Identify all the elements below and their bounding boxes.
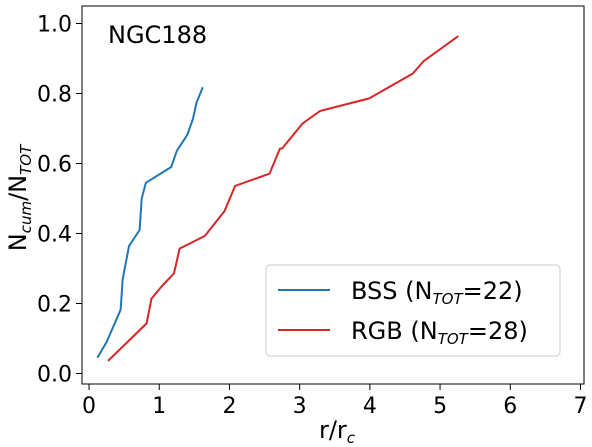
y-axis-label-mid: /N <box>4 175 32 201</box>
x-tick-label: 6 <box>503 394 517 419</box>
y-axis-label-sub2: TOT <box>17 143 35 175</box>
y-axis-label-sub1: cum <box>17 201 35 233</box>
legend-rgb-subscript: TOT <box>438 330 470 348</box>
x-tick-label: 1 <box>152 394 166 419</box>
x-tick-label: 0 <box>82 394 96 419</box>
legend: BSS (NTOT=22) RGB (NTOT=28) <box>265 264 561 357</box>
x-tick-label: 2 <box>222 394 236 419</box>
y-tick-label: 1.0 <box>37 13 72 38</box>
x-axis-label-main: r/r <box>319 416 347 444</box>
legend-rgb-name: RGB (N <box>351 317 438 345</box>
x-tick-label: 4 <box>363 394 377 419</box>
plot-area <box>81 5 585 385</box>
x-tick-label: 3 <box>293 394 307 419</box>
y-tick-label: 0.0 <box>37 363 72 388</box>
y-axis-label: Ncum/NTOT <box>4 143 35 251</box>
x-axis-label: r/rc <box>319 416 356 447</box>
series-line-1 <box>107 35 459 362</box>
legend-bss-suffix: =22) <box>463 277 523 305</box>
axes-frame <box>81 5 585 385</box>
cluster-name-annotation: NGC188 <box>108 21 207 49</box>
x-axis-label-subscript: c <box>347 429 356 447</box>
legend-box <box>265 264 561 357</box>
x-tick-label: 7 <box>573 394 587 419</box>
legend-bss-subscript: TOT <box>432 290 464 308</box>
legend-bss-name: BSS (N <box>351 277 432 305</box>
legend-label-bss: BSS (NTOT=22) <box>351 277 523 308</box>
x-tick-label: 5 <box>433 394 447 419</box>
y-tick-label: 0.8 <box>37 83 72 108</box>
y-axis-label-main: N <box>4 233 32 251</box>
legend-label-rgb: RGB (NTOT=28) <box>351 317 528 348</box>
y-tick-label: 0.4 <box>37 223 72 248</box>
series-line-0 <box>96 86 204 359</box>
x-axis-ticks: 0 1 2 3 4 5 6 7 <box>82 384 587 419</box>
y-tick-label: 0.2 <box>37 293 72 318</box>
y-tick-label: 0.6 <box>37 153 72 178</box>
y-axis-ticks: 0.0 0.2 0.4 0.6 0.8 1.0 <box>37 13 82 388</box>
legend-rgb-suffix: =28) <box>468 317 528 345</box>
